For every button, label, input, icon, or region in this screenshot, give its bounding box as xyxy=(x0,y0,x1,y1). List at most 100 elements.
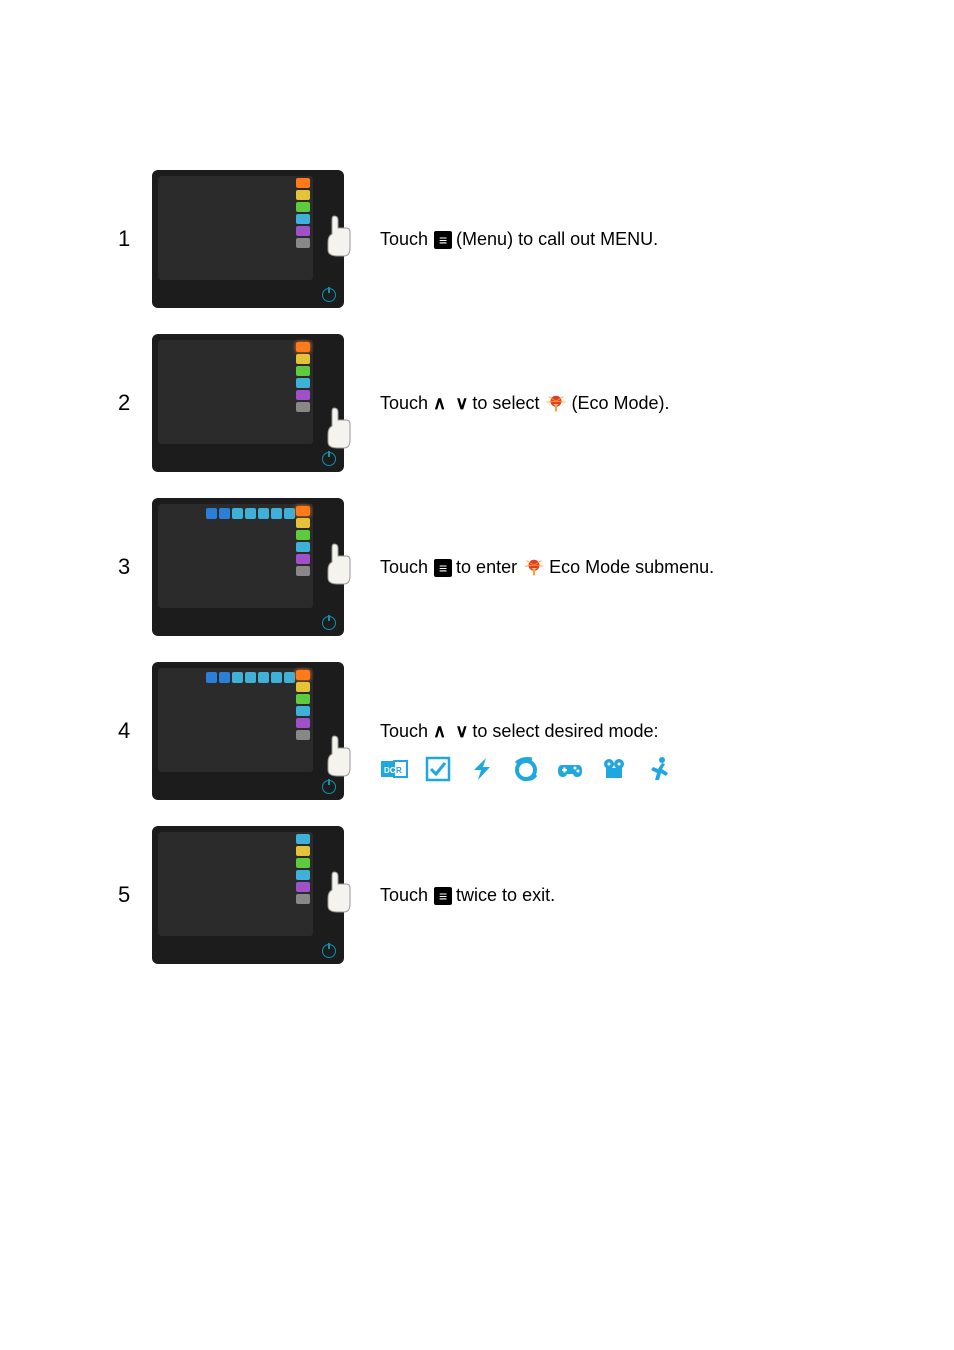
osd-side-icon xyxy=(296,566,310,576)
osd-side-icon xyxy=(296,682,310,692)
mode-bolt-icon xyxy=(468,755,496,783)
instruction-text: Touch xyxy=(380,390,428,417)
step-row: 4 Touch ∧ ∨ to select desired mode: DCR xyxy=(118,662,954,800)
osd-side-icon xyxy=(296,390,310,400)
monitor-screen xyxy=(158,668,313,772)
osd-horiz-icon xyxy=(219,672,230,683)
instruction-text: to select desired mode: xyxy=(472,718,658,745)
mode-movie-icon xyxy=(600,755,628,783)
arrow-up-icon: ∧ xyxy=(433,718,446,745)
osd-side-icon xyxy=(296,554,310,564)
step-description: Touch twice to exit. xyxy=(344,826,559,909)
finger-pointer-icon xyxy=(324,214,352,258)
osd-horiz-icon xyxy=(245,672,256,683)
monitor-screen xyxy=(158,504,313,608)
osd-horiz-icon xyxy=(258,508,269,519)
finger-pointer-icon xyxy=(324,542,352,586)
monitor-bezel xyxy=(152,498,344,636)
mode-ie-icon xyxy=(512,755,540,783)
osd-side-icon xyxy=(296,894,310,904)
arrow-down-icon: ∨ xyxy=(455,718,468,745)
monitor-bezel xyxy=(152,662,344,800)
instruction-text: to enter xyxy=(456,554,517,581)
step-description: Touch (Menu) to call out MENU. xyxy=(344,170,662,253)
arrow-up-icon: ∧ xyxy=(433,390,446,417)
menu-icon xyxy=(434,231,452,249)
monitor-bezel xyxy=(152,170,344,308)
osd-side-icon xyxy=(296,366,310,376)
instruction-text: Touch xyxy=(380,718,428,745)
mode-check-icon xyxy=(424,755,452,783)
osd-side-icon xyxy=(296,378,310,388)
osd-side-icon xyxy=(296,706,310,716)
osd-side-icon xyxy=(296,834,310,844)
osd-side-icon xyxy=(296,342,310,352)
step-description: Touch ∧ ∨ to select desired mode: DCR xyxy=(344,662,824,783)
osd-horiz-icon xyxy=(232,672,243,683)
step-number: 2 xyxy=(118,334,152,416)
osd-side-icon xyxy=(296,202,310,212)
osd-horiz-icon xyxy=(284,508,295,519)
instruction-text: Touch xyxy=(380,882,428,909)
finger-pointer-icon xyxy=(324,870,352,914)
svg-text:DC: DC xyxy=(384,766,396,775)
osd-side-icon xyxy=(296,226,310,236)
step-row: 2 Touch ∧ ∨ to select (Eco Mode). xyxy=(118,334,954,472)
osd-side-icon xyxy=(296,518,310,528)
osd-side-strip xyxy=(296,504,312,576)
osd-side-icon xyxy=(296,858,310,868)
instruction-text: Eco Mode submenu. xyxy=(549,554,714,581)
mode-icons-row: DCR xyxy=(380,755,824,783)
osd-horiz-icon xyxy=(284,672,295,683)
instruction-text: (Menu) to call out MENU. xyxy=(456,226,658,253)
eco-mode-icon xyxy=(523,557,545,579)
monitor-illustration xyxy=(152,334,344,472)
monitor-illustration xyxy=(152,826,344,964)
osd-side-icon xyxy=(296,354,310,364)
step-number: 1 xyxy=(118,170,152,252)
eco-mode-icon xyxy=(545,393,567,415)
osd-side-strip xyxy=(296,668,312,740)
osd-side-strip xyxy=(296,176,312,248)
osd-side-icon xyxy=(296,178,310,188)
osd-side-icon xyxy=(296,214,310,224)
osd-side-icon xyxy=(296,506,310,516)
osd-side-icon xyxy=(296,870,310,880)
mode-dcr-icon: DCR xyxy=(380,755,408,783)
osd-horizontal-strip xyxy=(206,672,295,683)
step-number: 4 xyxy=(118,662,152,744)
osd-side-icon xyxy=(296,846,310,856)
monitor-bezel xyxy=(152,826,344,964)
osd-side-icon xyxy=(296,718,310,728)
osd-horiz-icon xyxy=(271,672,282,683)
osd-horiz-icon xyxy=(271,508,282,519)
osd-side-strip xyxy=(296,340,312,412)
step-description: Touch ∧ ∨ to select (Eco Mode). xyxy=(344,334,674,417)
menu-icon xyxy=(434,887,452,905)
monitor-illustration xyxy=(152,662,344,800)
step-row: 5 Touch twice to exit. xyxy=(118,826,954,964)
osd-side-icon xyxy=(296,530,310,540)
osd-horiz-icon xyxy=(232,508,243,519)
monitor-bezel xyxy=(152,334,344,472)
monitor-screen xyxy=(158,832,313,936)
instruction-text: (Eco Mode). xyxy=(571,390,669,417)
instruction-text: twice to exit. xyxy=(456,882,555,909)
osd-side-icon xyxy=(296,730,310,740)
step-row: 3 Touch to enter Eco Mode submenu. xyxy=(118,498,954,636)
finger-pointer-icon xyxy=(324,406,352,450)
power-button-icon xyxy=(322,944,336,958)
osd-side-icon xyxy=(296,238,310,248)
osd-horiz-icon xyxy=(245,508,256,519)
power-button-icon xyxy=(322,780,336,794)
instruction-text: Touch xyxy=(380,554,428,581)
osd-side-icon xyxy=(296,670,310,680)
power-button-icon xyxy=(322,452,336,466)
mode-game-icon xyxy=(556,755,584,783)
arrow-down-icon: ∨ xyxy=(455,390,468,417)
power-button-icon xyxy=(322,616,336,630)
osd-horiz-icon xyxy=(206,508,217,519)
osd-side-strip xyxy=(296,832,312,904)
step-row: 1 Touch (Menu) to call out MENU. xyxy=(118,170,954,308)
monitor-illustration xyxy=(152,498,344,636)
